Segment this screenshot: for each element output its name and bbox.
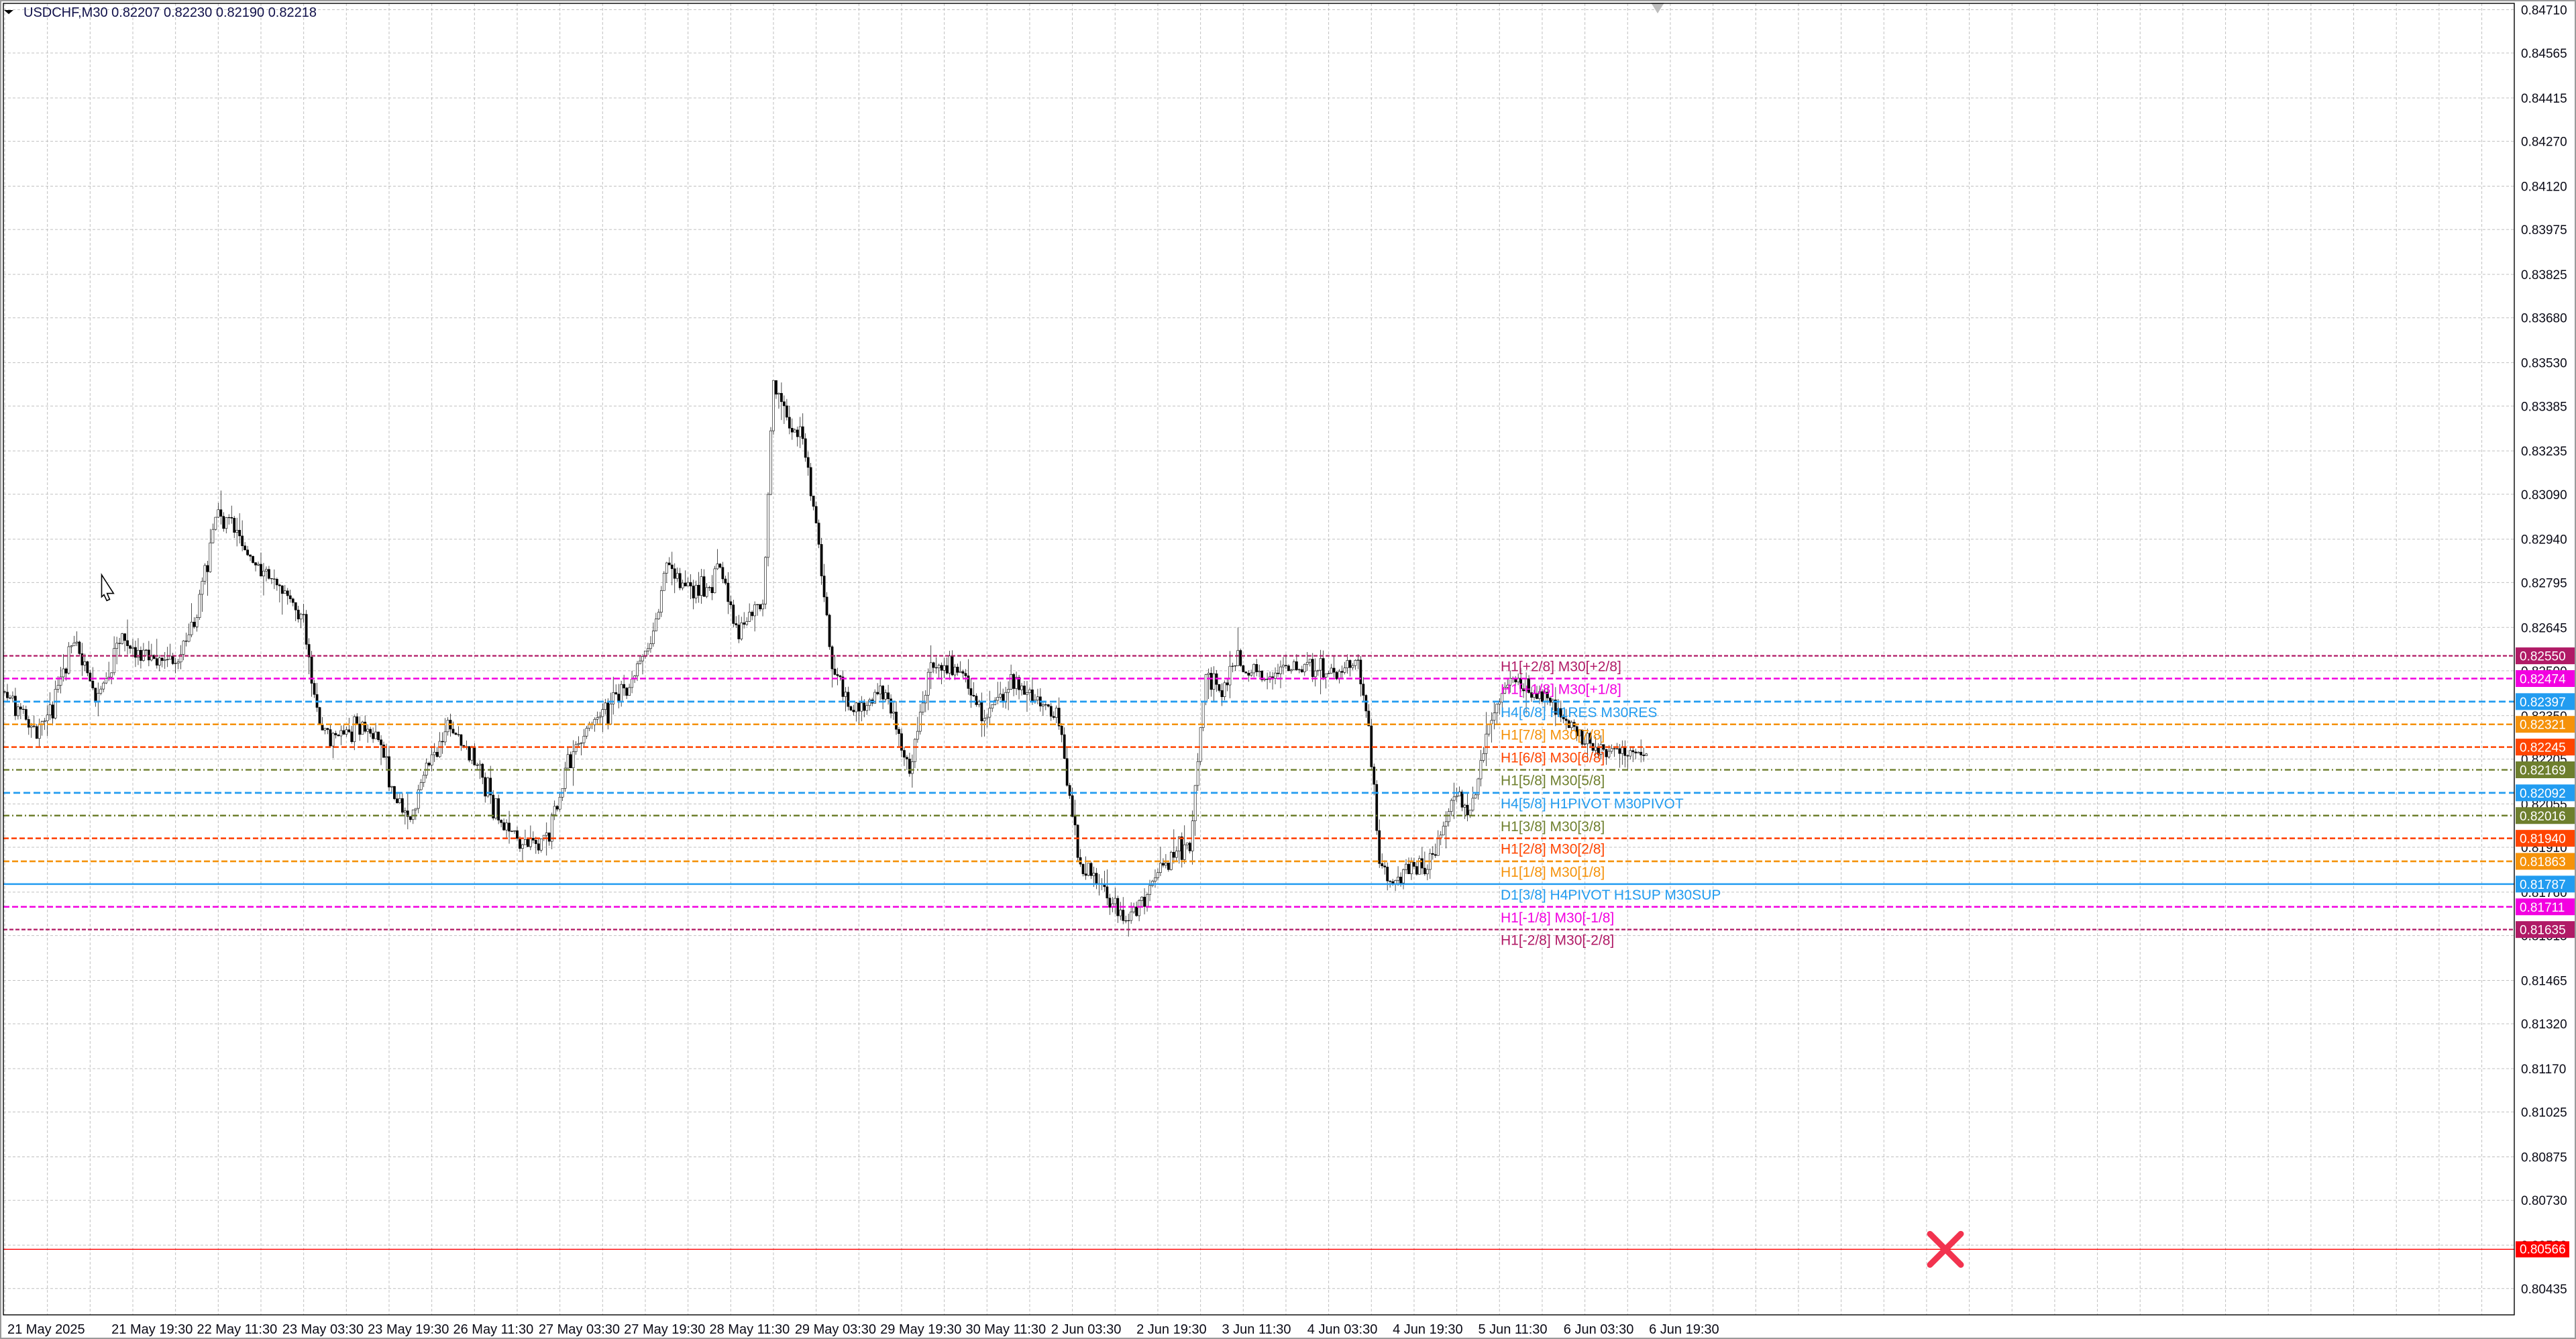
svg-text:0.84120: 0.84120 (2521, 180, 2567, 195)
svg-text:4 Jun 19:30: 4 Jun 19:30 (1393, 1322, 1463, 1337)
svg-text:0.82016: 0.82016 (2520, 810, 2566, 824)
svg-text:H1[1/8] M30[1/8]: H1[1/8] M30[1/8] (1501, 865, 1605, 880)
svg-text:0.83090: 0.83090 (2521, 488, 2567, 502)
svg-text:0.84710: 0.84710 (2521, 3, 2567, 17)
svg-text:2 Jun 03:30: 2 Jun 03:30 (1051, 1322, 1122, 1337)
svg-text:28 May 11:30: 28 May 11:30 (709, 1322, 790, 1337)
svg-text:H1[-2/8] M30[-2/8]: H1[-2/8] M30[-2/8] (1501, 933, 1614, 949)
svg-text:H1[5/8] M30[5/8]: H1[5/8] M30[5/8] (1501, 773, 1605, 789)
svg-text:26 May 11:30: 26 May 11:30 (453, 1322, 534, 1337)
svg-text:D1[3/8] H4PIVOT H1SUP M30SUP: D1[3/8] H4PIVOT H1SUP M30SUP (1501, 888, 1721, 903)
svg-text:0.83235: 0.83235 (2521, 445, 2567, 459)
svg-text:H1[+2/8] M30[+2/8]: H1[+2/8] M30[+2/8] (1501, 659, 1621, 675)
svg-text:0.82397: 0.82397 (2520, 696, 2566, 710)
svg-text:29 May 19:30: 29 May 19:30 (880, 1322, 961, 1337)
svg-text:0.83530: 0.83530 (2521, 357, 2567, 371)
svg-text:H1[6/8] M30[6/8]: H1[6/8] M30[6/8] (1501, 751, 1605, 766)
svg-text:0.81635: 0.81635 (2520, 924, 2566, 938)
svg-text:0.82645: 0.82645 (2521, 621, 2567, 635)
svg-text:0.84565: 0.84565 (2521, 47, 2567, 61)
svg-text:0.82092: 0.82092 (2520, 787, 2566, 801)
svg-text:29 May 03:30: 29 May 03:30 (795, 1322, 876, 1337)
svg-text:3 Jun 11:30: 3 Jun 11:30 (1222, 1322, 1291, 1337)
svg-text:0.82321: 0.82321 (2520, 718, 2566, 733)
svg-text:6 Jun 03:30: 6 Jun 03:30 (1564, 1322, 1634, 1337)
svg-text:H1[+1/8] M30[+1/8]: H1[+1/8] M30[+1/8] (1501, 682, 1621, 698)
svg-text:H1[-1/8] M30[-1/8]: H1[-1/8] M30[-1/8] (1501, 910, 1614, 926)
svg-text:0.81711: 0.81711 (2520, 901, 2565, 915)
svg-text:22 May 11:30: 22 May 11:30 (197, 1322, 278, 1337)
svg-text:0.82795: 0.82795 (2521, 576, 2567, 590)
svg-text:0.82169: 0.82169 (2520, 764, 2566, 778)
svg-text:0.84270: 0.84270 (2521, 136, 2567, 150)
svg-text:0.84415: 0.84415 (2521, 92, 2567, 106)
svg-text:0.83680: 0.83680 (2521, 312, 2567, 326)
svg-text:21 May 2025: 21 May 2025 (7, 1322, 85, 1337)
svg-text:27 May 19:30: 27 May 19:30 (624, 1322, 705, 1337)
svg-text:0.80435: 0.80435 (2521, 1283, 2567, 1297)
svg-text:0.80566: 0.80566 (2520, 1242, 2566, 1256)
svg-text:2 Jun 19:30: 2 Jun 19:30 (1136, 1322, 1207, 1337)
svg-text:23 May 03:30: 23 May 03:30 (282, 1322, 364, 1337)
svg-text:H4[5/8] H1PIVOT M30PIVOT: H4[5/8] H1PIVOT M30PIVOT (1501, 796, 1684, 812)
svg-text:USDCHF,M30 0.82207 0.82230 0.: USDCHF,M30 0.82207 0.82230 0.82190 0.822… (23, 5, 317, 20)
svg-text:0.82245: 0.82245 (2520, 741, 2566, 755)
svg-text:0.82474: 0.82474 (2520, 673, 2566, 687)
svg-text:0.81787: 0.81787 (2520, 878, 2566, 892)
svg-text:0.83385: 0.83385 (2521, 400, 2567, 414)
svg-text:4 Jun 03:30: 4 Jun 03:30 (1307, 1322, 1378, 1337)
svg-text:21 May 19:30: 21 May 19:30 (111, 1322, 193, 1337)
svg-text:H1[2/8] M30[2/8]: H1[2/8] M30[2/8] (1501, 842, 1605, 857)
svg-text:23 May 19:30: 23 May 19:30 (368, 1322, 449, 1337)
svg-text:27 May 03:30: 27 May 03:30 (539, 1322, 620, 1337)
svg-text:0.81863: 0.81863 (2520, 855, 2566, 869)
svg-text:0.83975: 0.83975 (2521, 223, 2567, 237)
svg-text:0.82550: 0.82550 (2520, 650, 2566, 664)
svg-text:30 May 11:30: 30 May 11:30 (965, 1322, 1046, 1337)
svg-text:0.81025: 0.81025 (2521, 1106, 2567, 1120)
svg-text:0.81940: 0.81940 (2520, 833, 2566, 847)
svg-text:0.80875: 0.80875 (2521, 1151, 2567, 1165)
svg-text:H1[3/8] M30[3/8]: H1[3/8] M30[3/8] (1501, 819, 1605, 835)
svg-text:0.81465: 0.81465 (2521, 974, 2567, 988)
svg-text:5 Jun 11:30: 5 Jun 11:30 (1478, 1322, 1547, 1337)
svg-text:0.81170: 0.81170 (2521, 1063, 2566, 1077)
svg-text:0.81320: 0.81320 (2521, 1018, 2567, 1032)
svg-text:6 Jun 19:30: 6 Jun 19:30 (1649, 1322, 1719, 1337)
svg-text:H1[7/8] M30[7/8]: H1[7/8] M30[7/8] (1501, 728, 1605, 743)
svg-text:0.82940: 0.82940 (2521, 533, 2567, 547)
svg-text:H4[6/8] H1RES M30RES: H4[6/8] H1RES M30RES (1501, 705, 1657, 720)
svg-text:0.80730: 0.80730 (2521, 1194, 2567, 1208)
svg-text:0.83825: 0.83825 (2521, 268, 2567, 282)
